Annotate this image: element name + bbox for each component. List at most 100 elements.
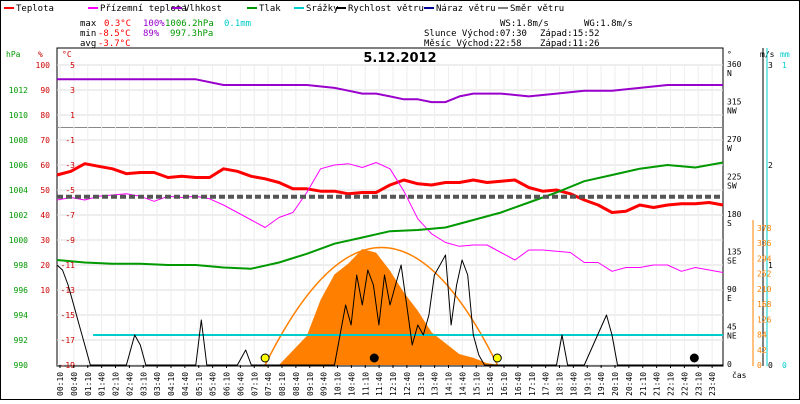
tick-label-time: 18:40 (569, 372, 578, 396)
tick-label-direction: 180 (727, 210, 742, 219)
axes: 5100390180-170-360-550-740-930-1120-1310… (9, 48, 787, 396)
stats-max-press: 1006.2hPa (165, 19, 214, 29)
stats-min-label: min (80, 29, 96, 39)
stats-max-label: max (80, 19, 97, 29)
marker-sunset (492, 353, 502, 363)
tick-label-temperature: -9 (65, 236, 75, 245)
stats-avg-temp: -3.7°C (98, 39, 131, 49)
tick-label-direction: 90 (727, 285, 737, 294)
tick-label-temperature: 1 (70, 111, 75, 120)
tick-label-time: 20:40 (625, 372, 634, 396)
tick-label-direction: 45 (727, 323, 737, 332)
tick-label-pressure: 1006 (9, 161, 28, 170)
tick-label-direction-name: N (727, 69, 732, 78)
grid (57, 64, 723, 366)
tick-label-time: 20:10 (611, 372, 620, 396)
tick-label-time: 19:40 (597, 372, 606, 396)
info-sun-rise: Slunce Východ:07:30 (424, 29, 527, 39)
tick-label-wind: 3 (768, 61, 773, 70)
tick-label-time: 21:40 (653, 372, 662, 396)
tick-label-solar: 168 (757, 300, 772, 309)
info-moon-set: Západ:11:26 (540, 39, 600, 49)
tick-label-time: 22:10 (667, 372, 676, 396)
chart-title: 5.12.2012 (363, 51, 436, 66)
tick-label-temperature: 5 (70, 61, 75, 70)
tick-label-time: 22:40 (680, 372, 689, 396)
stats-max-temp: 0.3°C (104, 19, 131, 29)
tick-label-time: 10:40 (347, 372, 356, 396)
tick-label-time: 23:10 (694, 372, 703, 396)
tick-label-time: 01:10 (84, 372, 93, 396)
tick-label-temperature: -19 (61, 361, 76, 370)
tick-label-humidity: 20 (40, 261, 50, 270)
stats-min-press: 997.3hPa (170, 29, 213, 39)
tick-label-direction-name: SW (727, 182, 737, 191)
tick-label-time: 03:10 (139, 372, 148, 396)
tick-label-temperature: -15 (61, 311, 76, 320)
sun-moon-markers (260, 353, 699, 363)
tick-label-precip: 0 (782, 361, 787, 370)
tick-label-direction-name: S (727, 219, 732, 228)
tick-label-time: 21:10 (639, 372, 648, 396)
tick-label-direction-name: SE (727, 257, 737, 266)
tick-label-time: 11:40 (375, 372, 384, 396)
tick-label-time: 04:40 (181, 372, 190, 396)
tick-label-time: 11:10 (361, 372, 370, 396)
tick-label-time: 06:10 (223, 372, 232, 396)
stats-block: max 0.3°C 100% 1006.2hPa 0.1mm min -8.5°… (80, 19, 251, 49)
tick-label-humidity: 90 (40, 86, 50, 95)
tick-label-wind: 1 (768, 261, 773, 270)
info-moon-rise: Měsíc Východ:22:58 (424, 39, 522, 49)
tick-label-direction-name: E (727, 294, 732, 303)
tick-label-solar: 252 (757, 270, 772, 279)
tick-label-time: 02:40 (125, 372, 134, 396)
tick-label-temperature: -5 (65, 186, 75, 195)
axis-label-temperature: °C (62, 50, 72, 59)
axis-label-pressure: hPa (6, 50, 21, 59)
tick-label-time: 16:40 (514, 372, 523, 396)
tick-label-pressure: 996 (14, 286, 29, 295)
tick-label-humidity: 10 (40, 286, 50, 295)
tick-label-pressure: 992 (14, 336, 29, 345)
tick-label-time: 01:40 (98, 372, 107, 396)
tick-label-wind: 2 (768, 161, 773, 170)
legend-label-srazky: Srážky (306, 4, 339, 14)
tick-label-direction-name: NW (727, 107, 737, 116)
tick-label-time: 02:10 (112, 372, 121, 396)
tick-label-humidity: 40 (40, 211, 50, 220)
tick-label-pressure: 1002 (9, 211, 28, 220)
legend-label-rychlost: Rychlost větru (348, 4, 424, 14)
tick-label-temperature: -1 (65, 136, 75, 145)
legend-label-vlhkost: Vlhkost (184, 4, 222, 14)
tick-label-time: 14:40 (458, 372, 467, 396)
tick-label-pressure: 994 (14, 311, 29, 320)
tick-label-solar: 336 (757, 239, 772, 248)
tick-label-direction: 0 (727, 360, 732, 369)
tick-label-time: 09:40 (320, 372, 329, 396)
axis-label-precip: mm (780, 50, 790, 59)
tick-label-direction: 270 (727, 135, 742, 144)
tick-label-time: 12:10 (389, 372, 398, 396)
series-lines (56, 78, 724, 366)
tick-label-solar: 210 (757, 285, 772, 294)
tick-label-temperature: -7 (65, 211, 75, 220)
legend-label-teplota: Teplota (16, 4, 54, 14)
tick-label-time: 17:10 (528, 372, 537, 396)
tick-label-wind: 0 (768, 361, 773, 370)
tick-label-direction: 315 (727, 98, 742, 107)
tick-label-humidity: 80 (40, 111, 50, 120)
tick-label-solar: 42 (757, 346, 767, 355)
tick-label-time: 19:10 (583, 372, 592, 396)
series-line-vlhkost (57, 78, 723, 104)
tick-label-time: 23:40 (708, 372, 717, 396)
solar-area (279, 249, 501, 365)
tick-label-time: 12:40 (403, 372, 412, 396)
tick-label-time: 09:10 (306, 372, 315, 396)
legend-label-prizemni: Přízemní teplota (100, 4, 187, 14)
stats-min-temp: -8.5°C (98, 29, 131, 39)
tick-label-time: 05:10 (195, 372, 204, 396)
legend-label-smer: Směr větru (510, 4, 564, 14)
tick-label-solar: 0 (757, 361, 762, 370)
stats-avg-label: avg (80, 39, 96, 49)
